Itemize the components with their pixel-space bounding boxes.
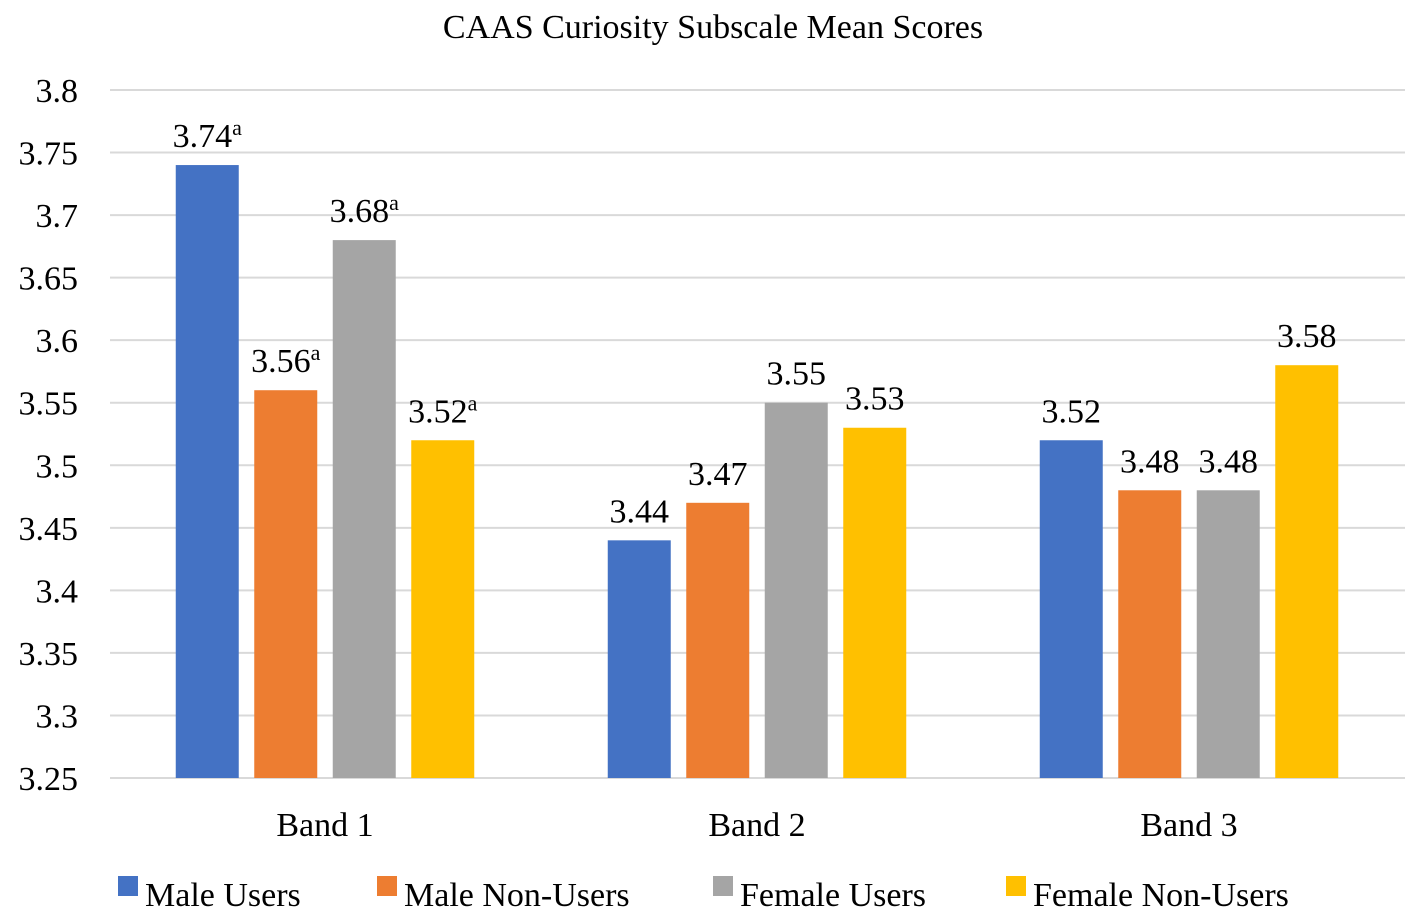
x-axis-categories: Band 1 Band 2 Band 3 <box>276 807 1237 844</box>
bar-male-users-band-1 <box>175 165 239 778</box>
bar-male-non-users-band-2 <box>686 502 750 778</box>
y-tick-label: 3.6 <box>36 323 79 360</box>
bar-female-users-band-2 <box>764 402 828 778</box>
data-label: 3.56a <box>251 340 321 380</box>
y-tick-label: 3.8 <box>36 73 79 110</box>
y-tick-label: 3.4 <box>36 573 79 610</box>
data-label-value: 3.68 <box>330 193 390 230</box>
chart-title: CAAS Curiosity Subscale Mean Scores <box>443 9 983 46</box>
data-label-superscript: a <box>468 390 478 415</box>
data-label-value: 3.53 <box>845 381 905 418</box>
y-tick-label: 3.45 <box>19 511 79 548</box>
data-label-superscript: a <box>311 340 321 365</box>
data-label-value: 3.58 <box>1277 318 1337 355</box>
y-tick-label: 3.5 <box>36 448 79 485</box>
bar-male-users-band-2 <box>607 540 671 778</box>
y-axis-ticks: 3.25 3.3 3.35 3.4 3.45 3.5 3.55 3.6 3.65 3.7 3.75 3… <box>19 73 79 798</box>
bar-female-non-users-band-1 <box>411 440 475 778</box>
data-label: 3.47 <box>688 456 748 493</box>
y-tick-label: 3.35 <box>19 636 79 673</box>
data-label: 3.48 <box>1199 443 1259 480</box>
y-tick-label: 3.55 <box>19 386 79 423</box>
legend: Male Users Male Non-Users Female Users Fema… <box>118 876 1289 914</box>
data-label: 3.52 <box>1042 393 1102 430</box>
y-tick-label: 3.7 <box>36 198 79 235</box>
data-label-value: 3.52 <box>1042 393 1102 430</box>
x-category-label: Band 1 <box>276 807 373 844</box>
legend-swatch <box>1006 876 1026 896</box>
data-label-superscript: a <box>389 190 399 215</box>
y-tick-label: 3.3 <box>36 698 79 735</box>
data-label-value: 3.48 <box>1199 443 1259 480</box>
data-label: 3.55 <box>767 356 827 393</box>
y-tick-label: 3.75 <box>19 136 79 173</box>
legend-label: Female Non-Users <box>1033 877 1289 914</box>
bar-female-non-users-band-2 <box>843 427 907 778</box>
data-label-value: 3.47 <box>688 456 748 493</box>
data-label-value: 3.48 <box>1120 443 1180 480</box>
data-label-value: 3.55 <box>767 356 827 393</box>
legend-label: Male Non-Users <box>404 877 630 914</box>
data-label-superscript: a <box>232 115 242 140</box>
data-label: 3.48 <box>1120 443 1180 480</box>
data-label: 3.74a <box>173 115 243 155</box>
legend-swatch <box>713 876 733 896</box>
legend-swatch <box>118 876 138 896</box>
y-tick-label: 3.65 <box>19 261 79 298</box>
bars <box>175 165 1339 779</box>
legend-label: Female Users <box>740 877 926 914</box>
x-category-label: Band 2 <box>708 807 805 844</box>
data-label-value: 3.74 <box>173 118 233 155</box>
data-label-value: 3.44 <box>610 493 670 530</box>
y-tick-label: 3.25 <box>19 761 79 798</box>
bar-female-users-band-3 <box>1196 490 1260 778</box>
x-category-label: Band 3 <box>1140 807 1237 844</box>
bar-male-users-band-3 <box>1039 440 1103 778</box>
gridlines <box>110 89 1405 779</box>
data-label: 3.68a <box>330 190 400 230</box>
data-label-value: 3.56 <box>251 343 311 380</box>
bar-male-non-users-band-1 <box>254 390 318 778</box>
bar-female-users-band-1 <box>332 240 396 779</box>
data-label: 3.44 <box>610 493 670 530</box>
data-label: 3.58 <box>1277 318 1337 355</box>
legend-swatch <box>377 876 397 896</box>
data-label: 3.53 <box>845 381 905 418</box>
legend-label: Male Users <box>145 877 301 914</box>
data-label: 3.52a <box>408 390 478 430</box>
bar-female-non-users-band-3 <box>1275 365 1339 778</box>
bar-male-non-users-band-3 <box>1118 490 1182 778</box>
data-label-value: 3.52 <box>408 393 468 430</box>
